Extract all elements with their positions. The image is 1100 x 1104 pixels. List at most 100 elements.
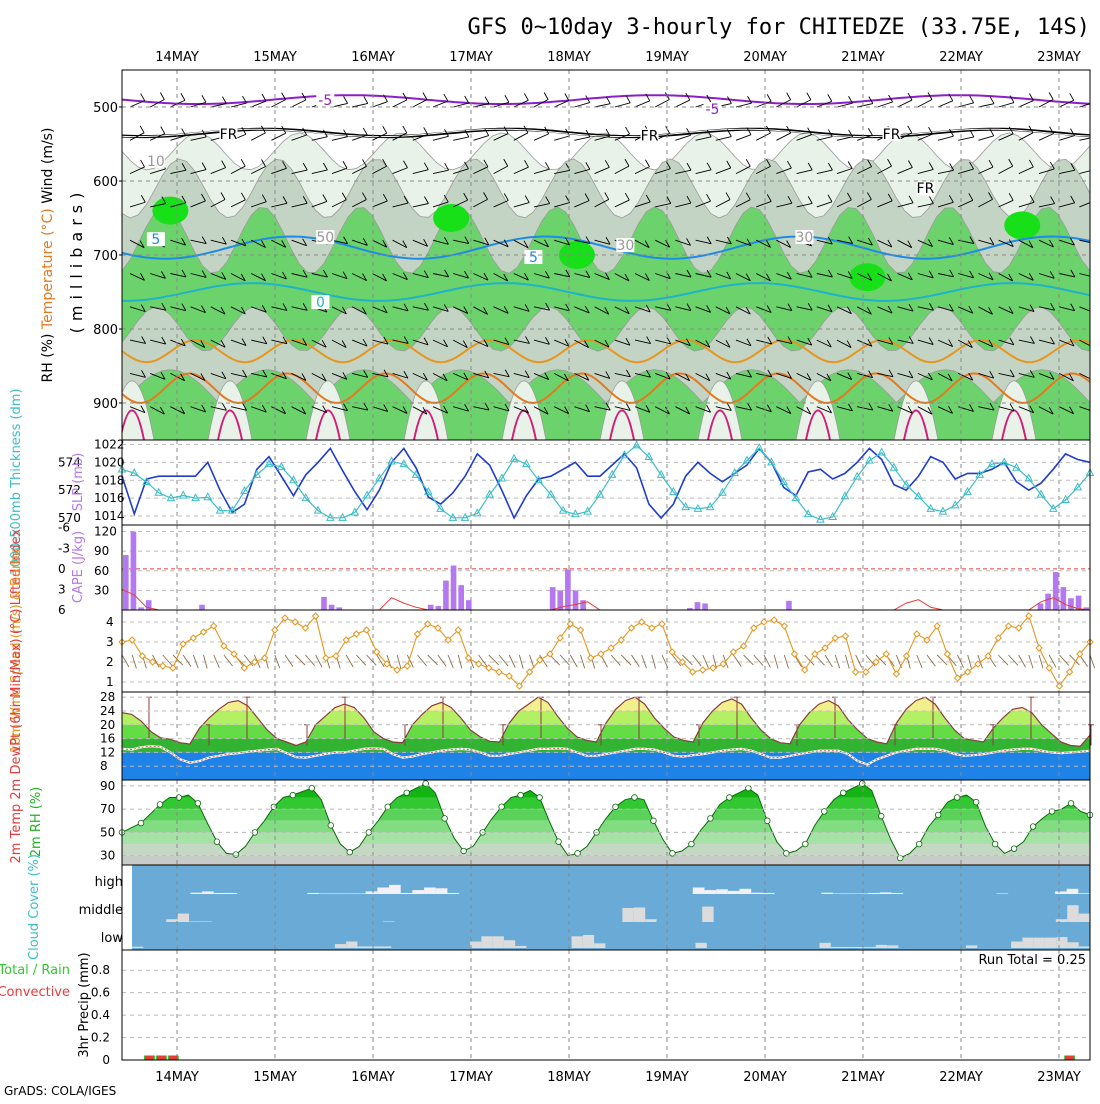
wind-barb xyxy=(291,169,308,175)
wind-barb xyxy=(877,200,893,208)
date-tick-label: 17MAY xyxy=(449,1070,493,1085)
wind-barb-flag xyxy=(341,192,347,200)
wind-barb xyxy=(614,102,631,108)
wind-barb xyxy=(877,306,893,314)
wind-barb xyxy=(331,167,348,175)
cloud-bar xyxy=(727,890,740,894)
wind-barb xyxy=(493,101,510,108)
temp-tick-label: 12 xyxy=(100,745,115,759)
cloud-bar xyxy=(515,945,527,948)
wind-barb-flag xyxy=(363,402,369,411)
wind-barb-flag xyxy=(403,370,409,379)
wind-barb-flag xyxy=(988,159,994,168)
wind-barb-flag xyxy=(200,340,206,348)
date-tick-label: 23MAY xyxy=(1037,50,1081,65)
wind-speed-point xyxy=(637,618,646,626)
slp-point xyxy=(546,489,556,498)
wind-barb-flag xyxy=(363,370,369,378)
wind-barb xyxy=(291,306,308,311)
wind-speed-point xyxy=(138,652,147,660)
wind-barb-flag xyxy=(887,273,892,282)
wind-barb xyxy=(998,199,1014,208)
temp-tick-label: 8 xyxy=(100,759,108,773)
wind-barb-flag xyxy=(322,162,328,171)
wind-barb xyxy=(190,200,206,208)
wind-barb-flag xyxy=(989,370,995,379)
wind-barb xyxy=(877,406,893,412)
cape-bar xyxy=(123,555,129,610)
slp-point xyxy=(754,442,764,452)
surface-wind-barb xyxy=(814,654,825,666)
wind-barb-flag xyxy=(464,403,469,412)
wind-barb xyxy=(958,136,974,141)
wind-barb xyxy=(392,99,408,108)
wind-barb xyxy=(978,273,994,281)
cloud-bar xyxy=(819,942,831,948)
wind-barb xyxy=(1018,100,1034,108)
wind-barb xyxy=(1079,239,1090,243)
thickness-ylabel: 1000-500mb Thickness (dm) xyxy=(9,388,24,575)
wind-barb xyxy=(1038,273,1055,279)
wind-barb-flag xyxy=(847,271,853,279)
wind-barb xyxy=(372,306,388,314)
cape-bar xyxy=(458,585,464,610)
wind-barb xyxy=(735,239,752,247)
wind-barb-flag xyxy=(161,336,167,345)
wind-speed-point xyxy=(199,628,208,636)
wind-barb-flag xyxy=(605,402,611,411)
wind-barb xyxy=(412,169,429,175)
wind-barb-flag xyxy=(383,404,389,412)
wind-barb xyxy=(695,306,711,313)
cloud-bar xyxy=(716,889,728,894)
cloud-bar xyxy=(492,936,504,948)
wind-barb-flag xyxy=(807,337,813,346)
wind-barb-flag xyxy=(888,337,894,345)
wind-barb xyxy=(796,306,813,311)
slp-point xyxy=(852,471,862,480)
wind-barb-flag xyxy=(282,271,287,280)
wind-barb-flag xyxy=(302,338,308,346)
wind-barb xyxy=(271,372,287,380)
isotherm-15 xyxy=(903,409,929,440)
wind-speed-point xyxy=(403,662,412,670)
wind-barb-flag xyxy=(726,403,732,411)
cloud-level-label: low xyxy=(101,931,124,946)
wind-tick-label: 2 xyxy=(106,655,114,669)
cape-bar xyxy=(694,602,701,610)
wind-barb-flag xyxy=(462,340,468,348)
wind-speed-point xyxy=(709,664,717,672)
wind-barb xyxy=(453,168,469,175)
slp-tick-label: 1018 xyxy=(94,473,125,487)
wind-barb xyxy=(230,406,247,411)
wind-barb xyxy=(594,372,610,379)
wind-barb xyxy=(695,273,712,278)
slp-point xyxy=(644,451,654,460)
rh-high-patch xyxy=(558,241,595,269)
wind-barb-flag xyxy=(565,303,571,312)
cape-bar xyxy=(145,600,152,610)
cloud-bar xyxy=(389,884,401,894)
wind-barb xyxy=(816,136,833,141)
wind-barb xyxy=(473,273,489,281)
rh-point xyxy=(934,811,942,819)
rh-diurnal-dry xyxy=(122,380,155,440)
cape-tick-label: 90 xyxy=(94,544,109,558)
upper-air-yunit: (millibars) xyxy=(67,187,86,334)
date-tick-label: 19MAY xyxy=(645,1070,689,1085)
wind-barb xyxy=(836,372,852,381)
wind-barb-flag xyxy=(221,236,227,245)
surface-wind-barb xyxy=(957,654,964,668)
wind-barb-flag xyxy=(605,371,611,379)
surface-wind-barb xyxy=(427,654,438,666)
wind-barb xyxy=(533,99,549,108)
wind-barb xyxy=(311,406,327,414)
rh-high-patch xyxy=(1004,211,1041,240)
wind-speed-point xyxy=(780,622,789,630)
wind-barb xyxy=(574,168,590,175)
wind-barb xyxy=(412,339,429,346)
wind-barb-flag xyxy=(806,406,812,415)
wind-barb-flag xyxy=(828,269,833,278)
wind-barb xyxy=(493,200,509,208)
wind-barb-flag xyxy=(302,162,308,171)
wind-barb xyxy=(574,102,590,108)
